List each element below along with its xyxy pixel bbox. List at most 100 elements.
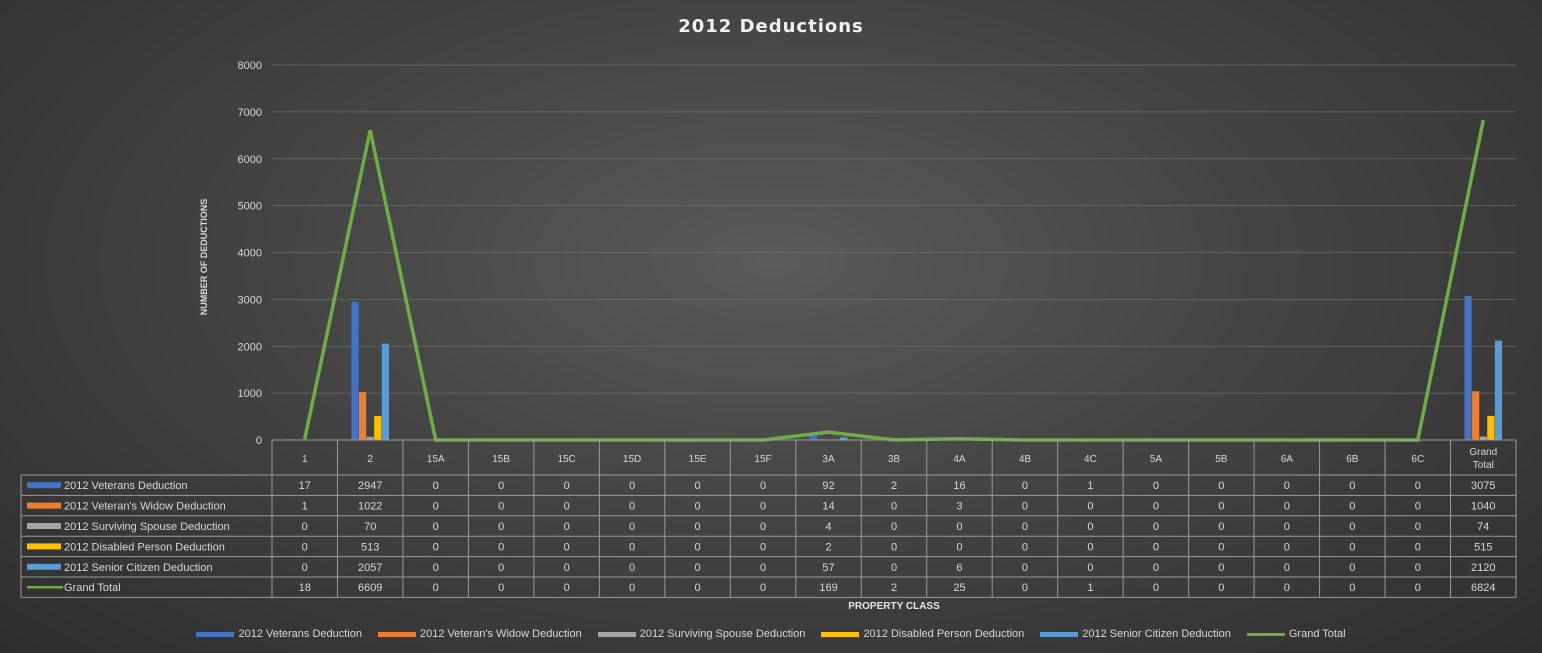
- table-header-cell: 15E: [689, 454, 707, 465]
- table-cell: 1040: [1471, 501, 1495, 513]
- legend-label: 2012 Veterans Deduction: [238, 628, 362, 641]
- table-header-cell: 4A: [953, 454, 966, 465]
- table-cell: 0: [1218, 562, 1224, 574]
- table-header-cell: Total: [1473, 460, 1494, 471]
- table-cell: 0: [302, 541, 308, 553]
- table-cell: 0: [1415, 501, 1421, 513]
- table-cell: 0: [695, 541, 701, 553]
- table-cell: 0: [1218, 521, 1224, 533]
- legend: 2012 Veterans Deduction 2012 Veteran's Wi…: [0, 628, 1542, 640]
- table-cell: 4: [825, 521, 831, 533]
- legend-item: 2012 Disabled Person Deduction: [821, 628, 1024, 640]
- table-cell: 0: [1218, 501, 1224, 513]
- table-cell: 2057: [358, 562, 382, 574]
- table-cell: 0: [1349, 541, 1355, 553]
- y-tick-label: 1000: [238, 388, 262, 400]
- table-cell: 0: [433, 541, 439, 553]
- y-tick-label: 8000: [238, 60, 262, 72]
- table-cell: 0: [695, 562, 701, 574]
- legend-swatch: [597, 631, 636, 637]
- table-cell: 0: [760, 521, 766, 533]
- bar: [381, 343, 390, 440]
- table-cell: 14: [822, 501, 834, 513]
- table-cell: 0: [695, 480, 701, 492]
- table-cell: 0: [956, 541, 962, 553]
- table-cell: 0: [760, 541, 766, 553]
- table-cell: 0: [1087, 501, 1093, 513]
- table-cell: 0: [1415, 582, 1421, 594]
- table-cell: 0: [1284, 541, 1290, 553]
- table-header-cell: 2: [367, 454, 373, 465]
- table-cell: 17: [299, 480, 311, 492]
- table-cell: 0: [891, 521, 897, 533]
- table-cell: 0: [1022, 501, 1028, 513]
- table-cell: 2: [891, 480, 897, 492]
- legend-label: 2012 Surviving Spouse Deduction: [639, 628, 806, 641]
- bar: [1479, 436, 1487, 440]
- table-cell: 0: [760, 480, 766, 492]
- y-tick-label: 0: [256, 435, 262, 447]
- legend-item: 2012 Veteran's Widow Deduction: [378, 628, 582, 640]
- table-row-label: 2012 Surviving Spouse Deduction: [64, 521, 230, 533]
- table-cell: 515: [1474, 541, 1492, 553]
- series-line: [302, 119, 1486, 442]
- chart-title: 2012 Deductions: [678, 16, 864, 37]
- table-cell: 0: [564, 541, 570, 553]
- table-cell: 0: [498, 521, 504, 533]
- table-cell: 0: [629, 480, 635, 492]
- legend-item: 2012 Veterans Deduction: [196, 628, 362, 640]
- table-cell: 0: [433, 501, 439, 513]
- table-cell: 0: [1153, 562, 1159, 574]
- y-tick-label: 2000: [238, 341, 262, 353]
- table-cell: 0: [1022, 582, 1028, 594]
- y-tick-label: 5000: [238, 201, 262, 213]
- table-cell: 0: [1415, 562, 1421, 574]
- table-cell: 6609: [358, 582, 382, 594]
- table-header-cell: 15C: [557, 454, 575, 465]
- table-cell: 0: [956, 521, 962, 533]
- bar: [359, 392, 367, 440]
- legend-swatch: [378, 631, 416, 637]
- bar: [374, 415, 382, 440]
- y-tick-label: 3000: [238, 294, 262, 306]
- table-cell: 0: [1349, 480, 1355, 492]
- table-cell: 0: [1284, 480, 1290, 492]
- y-tick-label: 7000: [238, 107, 262, 119]
- table-header-cell: 5A: [1150, 454, 1163, 465]
- table-cell: 0: [1153, 480, 1159, 492]
- table-cell: 0: [433, 521, 439, 533]
- table-cell: 0: [498, 501, 504, 513]
- table-cell: 0: [1087, 521, 1093, 533]
- table-cell: 16: [953, 480, 965, 492]
- table-cell: 513: [361, 541, 379, 553]
- table-cell: 3075: [1471, 480, 1495, 492]
- table-header-cell: 4C: [1084, 454, 1097, 465]
- table-cell: 0: [1349, 562, 1355, 574]
- table-cell: 6: [956, 562, 962, 574]
- table-header-cell: 1: [302, 454, 308, 465]
- table-cell: 0: [760, 582, 766, 594]
- table-legend-key: [27, 502, 61, 509]
- table-header-cell: 15F: [754, 454, 771, 465]
- legend-item: 2012 Surviving Spouse Deduction: [597, 628, 806, 641]
- table-header-cell: 6A: [1281, 454, 1294, 465]
- table-cell: 0: [629, 521, 635, 533]
- legend-swatch: [821, 631, 860, 637]
- table-cell: 0: [564, 582, 570, 594]
- table-cell: 0: [498, 562, 504, 574]
- legend-swatch: [196, 631, 235, 637]
- legend-swatch: [1040, 631, 1079, 637]
- legend-swatch: [1246, 632, 1285, 636]
- table-cell: 0: [433, 480, 439, 492]
- table-cell: 0: [1218, 582, 1224, 594]
- table-cell: 0: [1415, 480, 1421, 492]
- table-cell: 0: [891, 562, 897, 574]
- table-header-cell: 15D: [623, 454, 641, 465]
- bar: [840, 437, 848, 440]
- table-cell: 0: [1415, 541, 1421, 553]
- table-cell: 0: [433, 582, 439, 594]
- bar: [1487, 415, 1495, 440]
- table-row-label: 2012 Veteran's Widow Deduction: [64, 501, 226, 513]
- y-tick-label: 6000: [238, 154, 262, 166]
- table-cell: 0: [695, 521, 701, 533]
